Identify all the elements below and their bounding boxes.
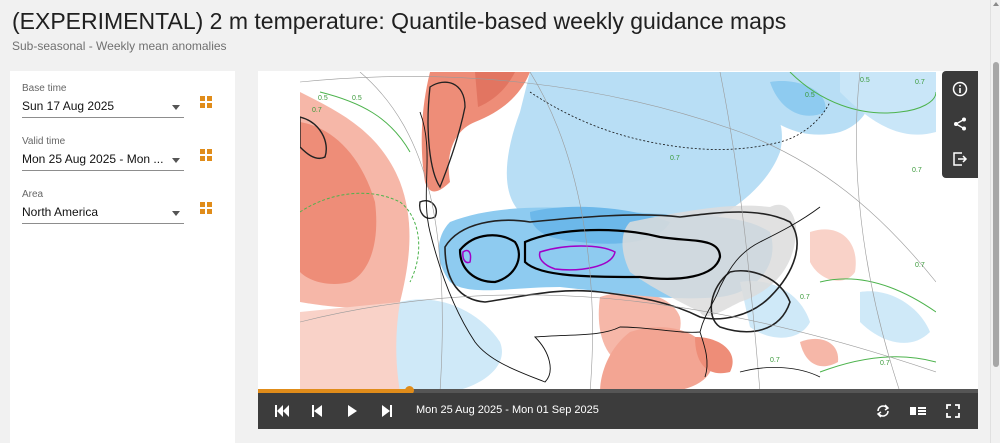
play-icon[interactable] <box>343 402 361 420</box>
temperature-anomaly-map[interactable]: 0.5 0.5 0.7 0.7 0.7 0.7 0.7 0.7 0.7 0.7 … <box>300 72 936 392</box>
base-time-select[interactable]: Sun 17 Aug 2025 <box>22 97 184 118</box>
contour-label: 0.7 <box>670 155 680 162</box>
area-select[interactable]: North America <box>22 203 184 224</box>
area-value: North America <box>22 205 99 219</box>
page-subtitle: Sub-seasonal - Weekly mean anomalies <box>12 39 227 53</box>
valid-time-field: Valid time Mon 25 Aug 2025 - Mon ... <box>22 136 222 171</box>
step-forward-icon[interactable] <box>378 402 396 420</box>
map-tools <box>942 71 978 178</box>
contour-label: 0.7 <box>800 294 810 301</box>
timeline-handle[interactable] <box>405 386 415 395</box>
valid-time-label: Valid time <box>22 136 66 147</box>
timeline-slider[interactable] <box>258 386 978 395</box>
contour-label: 0.7 <box>770 357 780 364</box>
scrollbar-thumb[interactable] <box>993 62 999 367</box>
contour-label: 0.5 <box>805 92 815 99</box>
page-title: (EXPERIMENTAL) 2 m temperature: Quantile… <box>12 8 787 34</box>
area-field: Area North America <box>22 189 222 224</box>
controls-panel: Base time Sun 17 Aug 2025 Valid time Mon… <box>10 71 235 443</box>
valid-time-select[interactable]: Mon 25 Aug 2025 - Mon ... <box>22 150 184 171</box>
page-scrollbar[interactable] <box>990 0 1000 443</box>
skip-first-icon[interactable] <box>273 402 291 420</box>
export-icon[interactable] <box>950 149 970 169</box>
loop-icon[interactable] <box>874 402 892 420</box>
base-time-field: Base time Sun 17 Aug 2025 <box>22 83 222 118</box>
step-back-icon[interactable] <box>308 402 326 420</box>
info-icon[interactable] <box>950 79 970 99</box>
scroll-up-icon[interactable] <box>993 2 999 6</box>
chevron-down-icon <box>172 158 180 163</box>
area-label: Area <box>22 189 44 200</box>
contour-label: 0.7 <box>912 167 922 174</box>
legend-icon[interactable] <box>909 402 927 420</box>
valid-time-value: Mon 25 Aug 2025 - Mon ... <box>22 152 164 166</box>
valid-time-picker-icon[interactable] <box>200 149 212 161</box>
contour-label: 0.7 <box>915 262 925 269</box>
fullscreen-icon[interactable] <box>944 402 962 420</box>
base-time-label: Base time <box>22 83 67 94</box>
share-icon[interactable] <box>950 114 970 134</box>
contour-label: 0.5 <box>860 77 870 84</box>
contour-label: 0.5 <box>352 95 362 102</box>
valid-date-range: Mon 25 Aug 2025 - Mon 01 Sep 2025 <box>416 404 599 416</box>
base-time-value: Sun 17 Aug 2025 <box>22 99 115 113</box>
contour-label: 0.7 <box>880 360 890 367</box>
contour-label: 0.7 <box>312 107 322 114</box>
area-picker-icon[interactable] <box>200 202 212 214</box>
contour-label: 0.5 <box>318 95 328 102</box>
playback-controls: Mon 25 Aug 2025 - Mon 01 Sep 2025 <box>258 393 978 429</box>
chevron-down-icon <box>172 105 180 110</box>
timeline-fill <box>258 389 410 393</box>
contour-label: 0.7 <box>915 79 925 86</box>
chevron-down-icon <box>172 211 180 216</box>
base-time-picker-icon[interactable] <box>200 96 212 108</box>
